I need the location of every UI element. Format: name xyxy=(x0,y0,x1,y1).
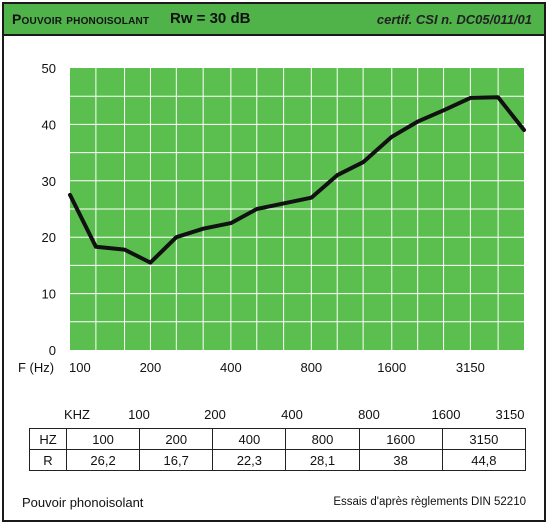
x-tick-label: 200 xyxy=(140,360,162,375)
table-cell: 400 xyxy=(212,428,287,450)
y-tick-label: 10 xyxy=(42,287,56,302)
footer-standard: Essais d'après règlements DIN 52210 xyxy=(333,496,526,508)
khz-tick: 3150 xyxy=(495,407,525,422)
table-cell: 200 xyxy=(139,428,214,450)
header-bar: Pouvoir phonoisolant Rw = 30 dB certif. … xyxy=(4,4,544,36)
y-tick-label: 0 xyxy=(49,343,56,358)
khz-label: KHZ xyxy=(64,407,90,422)
table-cell: 26,2 xyxy=(65,449,141,471)
series-line xyxy=(68,95,526,265)
khz-tick: 100 xyxy=(128,407,150,422)
y-tick-label: 20 xyxy=(42,230,56,245)
x-tick-label: 3150 xyxy=(456,360,485,375)
table-row-label: HZ xyxy=(29,428,67,450)
footer-caption: Pouvoir phonoisolant xyxy=(22,495,144,510)
rw-value: Rw = 30 dB xyxy=(170,10,251,27)
table-cell: 3150 xyxy=(441,428,527,450)
values-table: HZ 100 200 400 800 1600 3150 R 26,2 16,7… xyxy=(29,428,527,471)
khz-tick: 400 xyxy=(281,407,303,422)
x-tick-label: 400 xyxy=(220,360,242,375)
khz-tick: 1600 xyxy=(431,407,461,422)
table-cell: 38 xyxy=(358,449,443,471)
y-tick-label: 50 xyxy=(42,61,56,76)
table-cell: 22,3 xyxy=(212,449,287,471)
x-axis-label: F (Hz) xyxy=(18,360,54,375)
table-row-r: R 26,2 16,7 22,3 28,1 38 44,8 xyxy=(29,449,527,471)
x-tick-label: 100 xyxy=(69,360,91,375)
table-cell: 100 xyxy=(65,428,141,450)
table-row-label: R xyxy=(29,449,67,471)
y-tick-label: 40 xyxy=(42,117,56,132)
chart-title: Pouvoir phonoisolant xyxy=(12,11,150,27)
y-tick-label: 30 xyxy=(42,174,56,189)
certification-label: certif. CSI n. DC05/011/01 xyxy=(376,12,532,27)
x-tick-label: 1600 xyxy=(377,360,406,375)
x-tick-label: 800 xyxy=(300,360,322,375)
table-cell: 16,7 xyxy=(139,449,214,471)
table-cell: 44,8 xyxy=(441,449,527,471)
khz-tick: 800 xyxy=(358,407,380,422)
table-cell: 28,1 xyxy=(285,449,360,471)
table-row-hz: HZ 100 200 400 800 1600 3150 xyxy=(29,428,527,450)
khz-row: KHZ 100 200 400 800 1600 3150 xyxy=(62,407,532,423)
table-cell: 1600 xyxy=(358,428,443,450)
khz-tick: 200 xyxy=(204,407,226,422)
table-cell: 800 xyxy=(285,428,360,450)
